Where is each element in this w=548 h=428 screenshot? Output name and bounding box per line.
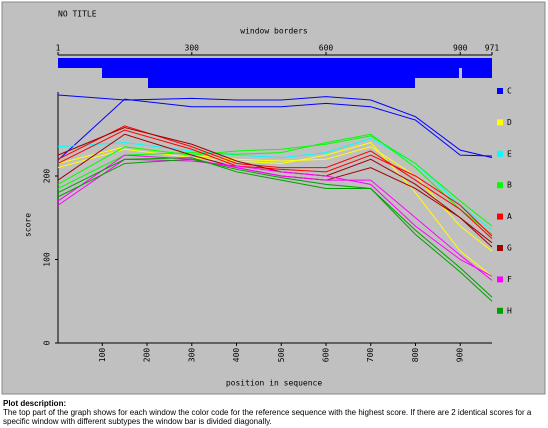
legend-swatch bbox=[497, 88, 503, 94]
window-bar-row bbox=[102, 68, 459, 78]
series-line bbox=[57, 98, 493, 161]
series-line bbox=[57, 157, 493, 298]
legend-swatch bbox=[497, 150, 503, 157]
top-tick-label: 900 bbox=[453, 44, 468, 53]
window-bar-row bbox=[462, 68, 492, 78]
series-line bbox=[57, 135, 493, 227]
description: Plot description: The top part of the gr… bbox=[3, 399, 543, 426]
legend-swatch bbox=[497, 119, 503, 126]
chart: NO TITLE window borders position in sequ… bbox=[1, 1, 546, 395]
legend-label: E bbox=[507, 149, 512, 158]
legend-label: C bbox=[507, 87, 512, 96]
legend-label: F bbox=[507, 275, 512, 284]
x-tick-label: 700 bbox=[366, 348, 375, 363]
series-line bbox=[57, 158, 493, 302]
top-tick-label: 600 bbox=[319, 44, 334, 53]
x-tick-label: 800 bbox=[411, 348, 420, 363]
y-tick-label: 0 bbox=[43, 340, 52, 345]
description-heading: Plot description: bbox=[3, 399, 67, 408]
x-tick-label: 400 bbox=[232, 348, 241, 363]
x-tick-label: 600 bbox=[322, 348, 331, 363]
legend-swatch bbox=[497, 182, 503, 189]
window-bar-row bbox=[58, 58, 492, 68]
legend-label: G bbox=[507, 244, 512, 253]
legend-label: A bbox=[507, 212, 512, 221]
x-axis-label: position in sequence bbox=[226, 379, 323, 388]
series-line bbox=[57, 133, 493, 235]
x-tick-label: 900 bbox=[456, 348, 465, 363]
legend-label: H bbox=[507, 306, 512, 315]
legend-label: D bbox=[507, 118, 512, 127]
chart-title: NO TITLE bbox=[58, 10, 97, 19]
legend-swatch bbox=[497, 276, 503, 283]
legend-swatch bbox=[497, 245, 503, 251]
legend-swatch bbox=[497, 213, 503, 220]
series-line bbox=[57, 129, 493, 237]
series-line bbox=[57, 154, 493, 281]
y-axis-label: score bbox=[24, 213, 33, 237]
top-tick-label: 300 bbox=[185, 44, 200, 53]
legend-label: B bbox=[507, 181, 512, 190]
x-tick-label: 100 bbox=[98, 348, 107, 363]
y-tick-label: 200 bbox=[43, 169, 52, 184]
x-tick-label: 200 bbox=[143, 348, 152, 363]
top-tick-label: 971 bbox=[485, 44, 500, 53]
description-text: The top part of the graph shows for each… bbox=[3, 408, 532, 426]
window-bar bbox=[58, 58, 492, 88]
x-tick-label: 500 bbox=[277, 348, 286, 363]
series-line bbox=[57, 137, 493, 231]
series-line bbox=[57, 94, 493, 159]
top-axis-label: window borders bbox=[240, 27, 308, 36]
top-tick-label: 1 bbox=[56, 44, 61, 53]
x-tick-label: 300 bbox=[187, 348, 196, 363]
legend-swatch bbox=[497, 307, 503, 314]
y-tick-label: 100 bbox=[43, 252, 52, 267]
window-bar-row bbox=[148, 78, 415, 88]
series-line bbox=[57, 158, 493, 277]
